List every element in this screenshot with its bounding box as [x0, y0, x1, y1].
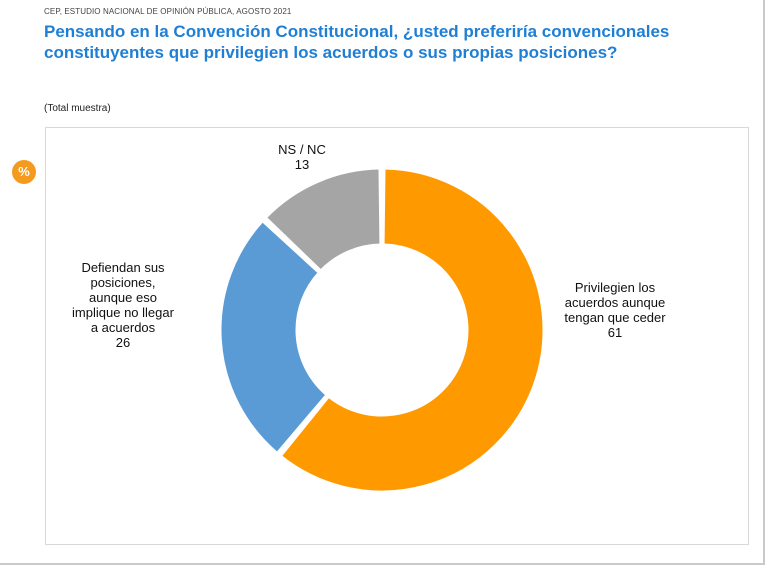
slice-value-label: 26 — [116, 335, 130, 350]
percent-icon: % — [12, 160, 36, 184]
slice-category-label: posiciones, — [90, 275, 155, 290]
slice-category-label: Privilegien los — [575, 280, 656, 295]
donut-slice — [218, 218, 330, 456]
slice-value-label: 61 — [608, 325, 622, 340]
donut-slice — [263, 166, 383, 274]
slice-category-label: acuerdos aunque — [565, 295, 665, 310]
slice-category-label: aunque eso — [89, 290, 157, 305]
slice-category-label: tengan que ceder — [564, 310, 666, 325]
slice-category-label: NS / NC — [278, 142, 326, 157]
donut-slice — [278, 166, 546, 494]
base-note: (Total muestra) — [44, 103, 111, 114]
chart-title: Pensando en la Convención Constitucional… — [44, 22, 670, 62]
slice-category-label: a acuerdos — [91, 320, 156, 335]
slice-category-label: implique no llegar — [72, 305, 175, 320]
slice-category-label: Defiendan sus — [81, 260, 165, 275]
source-note: CEP, ESTUDIO NACIONAL DE OPINIÓN PÚBLICA… — [44, 7, 292, 16]
slice-value-label: 13 — [295, 157, 309, 172]
page-frame — [0, 0, 765, 565]
